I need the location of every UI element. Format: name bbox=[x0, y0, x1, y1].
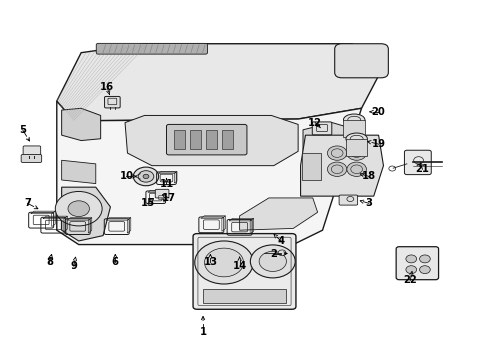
Text: 5: 5 bbox=[19, 125, 26, 135]
Circle shape bbox=[419, 266, 429, 274]
FancyBboxPatch shape bbox=[155, 189, 168, 198]
FancyBboxPatch shape bbox=[96, 43, 207, 54]
Circle shape bbox=[259, 251, 286, 271]
Text: 3: 3 bbox=[365, 198, 371, 208]
Circle shape bbox=[55, 192, 102, 226]
Circle shape bbox=[204, 248, 243, 277]
Polygon shape bbox=[61, 160, 96, 184]
Text: 4: 4 bbox=[277, 236, 284, 246]
Polygon shape bbox=[57, 101, 361, 244]
FancyBboxPatch shape bbox=[334, 44, 387, 78]
Polygon shape bbox=[125, 116, 298, 166]
Text: 9: 9 bbox=[70, 261, 77, 271]
Circle shape bbox=[346, 146, 366, 160]
Circle shape bbox=[138, 171, 154, 182]
Circle shape bbox=[327, 146, 346, 160]
FancyBboxPatch shape bbox=[23, 146, 41, 157]
Text: 17: 17 bbox=[162, 193, 176, 203]
Bar bbox=[203, 289, 285, 303]
FancyBboxPatch shape bbox=[166, 125, 246, 155]
Text: 19: 19 bbox=[371, 139, 385, 149]
Text: 1: 1 bbox=[199, 327, 206, 337]
FancyBboxPatch shape bbox=[404, 150, 430, 175]
Text: 15: 15 bbox=[141, 198, 155, 208]
Polygon shape bbox=[61, 187, 110, 241]
Ellipse shape bbox=[345, 133, 366, 144]
Text: 20: 20 bbox=[371, 107, 385, 117]
Bar bbox=[189, 130, 200, 149]
FancyBboxPatch shape bbox=[395, 247, 438, 280]
Polygon shape bbox=[61, 108, 101, 140]
Polygon shape bbox=[57, 44, 385, 121]
Polygon shape bbox=[303, 123, 356, 164]
Circle shape bbox=[405, 255, 416, 263]
Polygon shape bbox=[239, 198, 317, 230]
Circle shape bbox=[68, 201, 89, 217]
Circle shape bbox=[194, 241, 253, 284]
Text: 22: 22 bbox=[403, 275, 416, 285]
Circle shape bbox=[133, 167, 158, 186]
Text: 2: 2 bbox=[270, 248, 277, 258]
Circle shape bbox=[278, 250, 285, 256]
Text: 10: 10 bbox=[119, 171, 133, 181]
FancyBboxPatch shape bbox=[21, 154, 41, 162]
FancyBboxPatch shape bbox=[338, 195, 357, 205]
Bar bbox=[345, 139, 366, 156]
Text: 11: 11 bbox=[159, 179, 173, 189]
Bar bbox=[343, 120, 364, 137]
Circle shape bbox=[143, 174, 149, 179]
Text: 13: 13 bbox=[203, 257, 217, 267]
Circle shape bbox=[405, 266, 416, 274]
Text: 7: 7 bbox=[24, 198, 31, 208]
Ellipse shape bbox=[343, 114, 364, 126]
Text: 6: 6 bbox=[112, 257, 119, 267]
FancyBboxPatch shape bbox=[193, 234, 295, 309]
Text: 18: 18 bbox=[361, 171, 375, 181]
FancyBboxPatch shape bbox=[312, 122, 331, 135]
Text: 21: 21 bbox=[415, 164, 428, 174]
Circle shape bbox=[346, 162, 366, 176]
Bar bbox=[173, 130, 184, 149]
Bar bbox=[222, 130, 232, 149]
Polygon shape bbox=[300, 135, 383, 196]
Circle shape bbox=[250, 245, 295, 278]
Text: 14: 14 bbox=[232, 261, 246, 271]
Text: 12: 12 bbox=[307, 118, 322, 128]
Bar bbox=[302, 153, 320, 180]
Text: 8: 8 bbox=[46, 257, 53, 267]
Bar bbox=[205, 130, 216, 149]
Circle shape bbox=[419, 255, 429, 263]
Circle shape bbox=[327, 162, 346, 176]
FancyBboxPatch shape bbox=[104, 96, 120, 108]
Text: 16: 16 bbox=[100, 82, 114, 92]
